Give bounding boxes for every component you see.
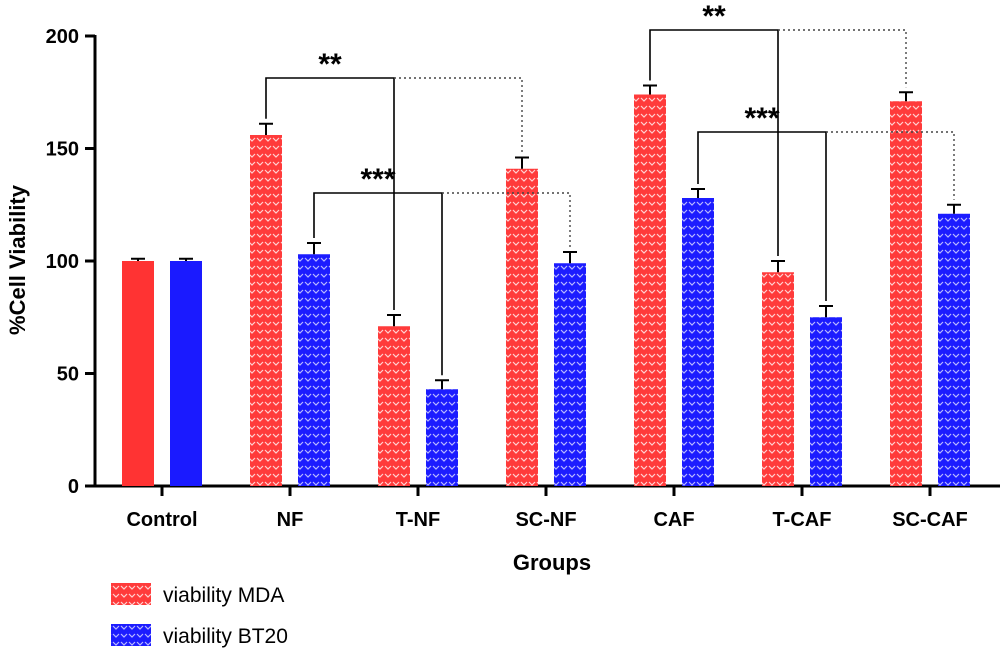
significance-bracket [649, 29, 779, 256]
y-tick-label: 200 [46, 26, 79, 48]
x-tick-label: SC-CAF [892, 509, 968, 531]
significance-bracket [265, 77, 395, 310]
legend-swatch-mda [111, 583, 151, 605]
bar [122, 261, 154, 486]
legend-label-mda: viability MDA [163, 584, 284, 607]
x-tick-label: Control [126, 509, 197, 531]
legend: viability MDA viability BT20 [111, 583, 288, 648]
bar [938, 213, 970, 486]
bar [506, 168, 538, 486]
y-tick-label: 150 [46, 139, 79, 161]
legend-swatch-bt20 [111, 624, 151, 646]
bar [378, 326, 410, 486]
y-tick-label: 100 [46, 251, 79, 273]
x-tick-label: NF [277, 509, 304, 531]
significance-bracket [697, 131, 827, 301]
significance-dotted-link [394, 77, 523, 153]
bar [762, 272, 794, 486]
bar [810, 317, 842, 486]
y-tick-label: 0 [68, 476, 79, 498]
bar [426, 389, 458, 486]
y-axis-title: %Cell Viability [5, 184, 30, 335]
bar [682, 198, 714, 486]
bar [554, 263, 586, 486]
legend-label-bt20: viability BT20 [163, 625, 288, 648]
y-tick-label: 50 [57, 364, 79, 386]
x-tick-label: T-CAF [773, 509, 832, 531]
significance-label: ** [702, 0, 726, 33]
significance-label: ** [318, 48, 342, 81]
x-tick-label: T-NF [396, 509, 440, 531]
significance-label: *** [744, 102, 779, 135]
significance-bracket [313, 192, 443, 376]
bar [250, 135, 282, 486]
significance-dotted-link [778, 29, 907, 88]
x-tick-label: CAF [653, 509, 694, 531]
bar [170, 261, 202, 486]
significance-label: *** [360, 163, 395, 196]
x-tick-label: SC-NF [515, 509, 576, 531]
bar [890, 101, 922, 486]
bar [634, 94, 666, 486]
x-axis-title: Groups [513, 550, 591, 575]
bar [298, 254, 330, 486]
